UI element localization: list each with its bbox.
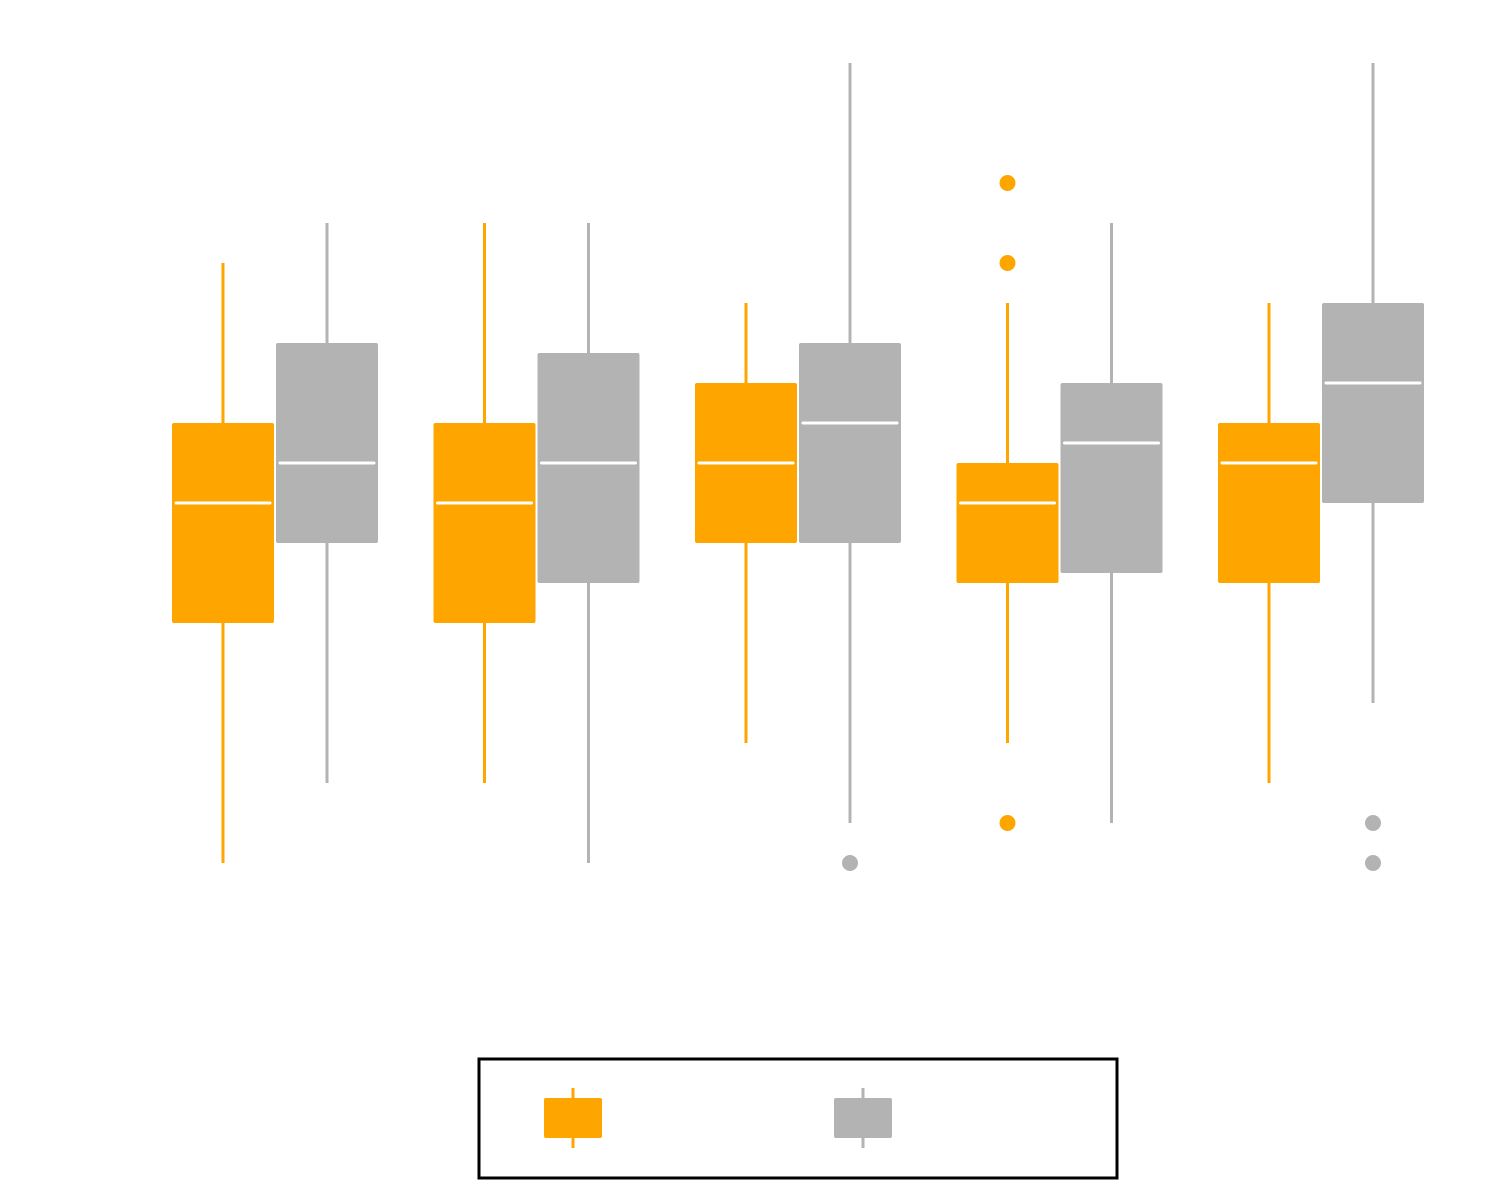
- box-iqr: [433, 423, 536, 623]
- outlier-point: [999, 255, 1016, 271]
- plot-area: [172, 63, 1424, 871]
- box-iqr: [1218, 423, 1320, 583]
- legend-entry-2: [834, 1088, 892, 1148]
- outlier-point: [1365, 855, 1381, 871]
- outlier-point: [999, 175, 1016, 191]
- box-iqr: [1060, 383, 1163, 573]
- box-iqr: [172, 423, 274, 623]
- outlier-point: [999, 815, 1016, 831]
- legend: [477, 1057, 1119, 1180]
- box-iqr: [276, 343, 378, 543]
- box-iqr: [956, 463, 1059, 583]
- box-s2-g3: [799, 63, 901, 871]
- box-s1-g2: [433, 223, 536, 783]
- box-s2-g2: [537, 223, 640, 863]
- box-s2-g4: [1060, 223, 1163, 823]
- box-iqr: [799, 343, 901, 543]
- legend-swatch: [834, 1098, 892, 1138]
- box-s2-g5: [1322, 63, 1424, 871]
- legend-entries: [544, 1088, 892, 1148]
- box-iqr: [537, 353, 640, 583]
- outlier-point: [842, 855, 858, 871]
- box-s2-g1: [276, 223, 378, 783]
- box-s1-g4: [956, 175, 1059, 831]
- legend-swatch: [544, 1098, 602, 1138]
- box-s1-g3: [695, 303, 797, 743]
- box-iqr: [1322, 303, 1424, 503]
- legend-entry-1: [544, 1088, 602, 1148]
- box-s1-g1: [172, 263, 274, 863]
- box-s1-g5: [1218, 303, 1320, 783]
- outlier-point: [1365, 815, 1381, 831]
